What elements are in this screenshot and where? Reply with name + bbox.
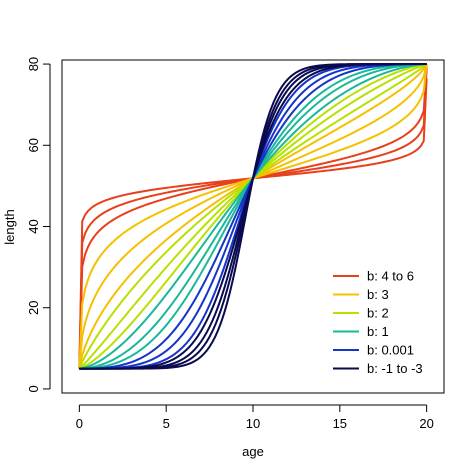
y-tick-label: 60	[26, 138, 41, 152]
legend-label: b: 0.001	[367, 343, 414, 358]
y-tick-label: 20	[26, 300, 41, 314]
x-axis: 0 5 10 15 20	[76, 404, 434, 431]
x-tick-label: 10	[246, 416, 260, 431]
y-tick-label: 80	[26, 57, 41, 71]
legend-label: b: 1	[367, 324, 389, 339]
series-line	[79, 63, 427, 370]
x-tick-label: 5	[163, 416, 170, 431]
series-line	[79, 63, 427, 370]
y-tick-label: 40	[26, 219, 41, 233]
curve-layer	[78, 63, 428, 370]
legend-label: b: -1 to -3	[367, 361, 423, 376]
legend-label: b: 3	[367, 287, 389, 302]
x-tick-label: 15	[333, 416, 347, 431]
y-axis: 0 20 40 60 80	[26, 57, 51, 393]
legend-label: b: 2	[367, 306, 389, 321]
x-axis-label: age	[242, 444, 264, 459]
x-tick-label: 20	[419, 416, 433, 431]
legend: b: 4 to 6 b: 3 b: 2 b: 1 b: 0.001 b: -1 to -3	[333, 269, 423, 376]
legend-label: b: 4 to 6	[367, 269, 414, 284]
y-axis-label: length	[2, 209, 17, 244]
x-tick-label: 0	[76, 416, 83, 431]
y-tick-label: 0	[26, 385, 41, 392]
plot-box	[61, 59, 445, 394]
